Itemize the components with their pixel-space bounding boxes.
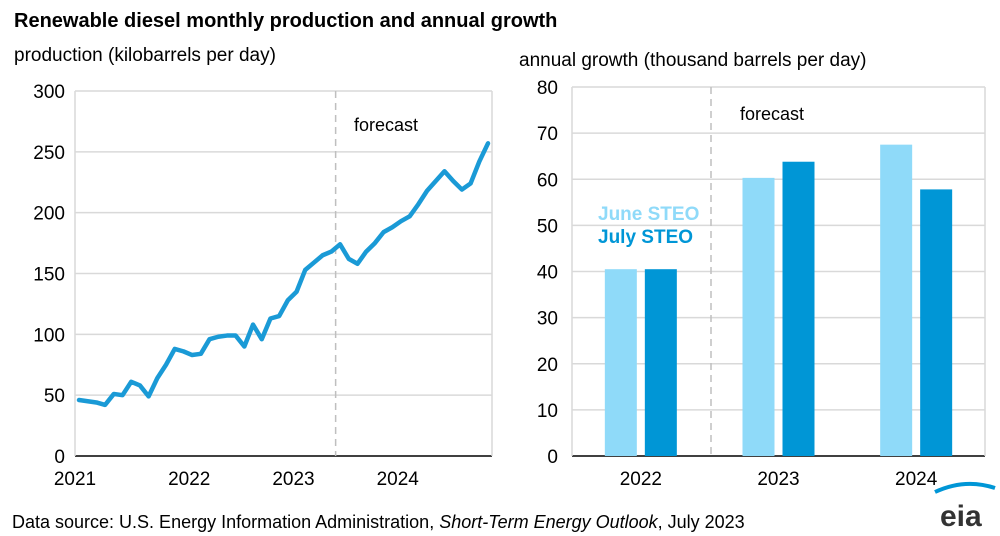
- y-tick-label: 250: [33, 143, 65, 164]
- y-tick-label: 150: [33, 265, 65, 286]
- line-chart: 0 50 100 150 200 250 300 2021 2022 2023 2024 foreca…: [33, 82, 493, 490]
- x-tick-label: 2022: [168, 469, 210, 490]
- chart-title: Renewable diesel monthly production and …: [14, 10, 557, 32]
- x-tick-label: 2021: [54, 469, 96, 490]
- y-tick-label: 300: [33, 82, 65, 103]
- x-tick-label: 2023: [757, 469, 799, 490]
- source-note: Data source: U.S. Energy Information Adm…: [12, 512, 745, 532]
- y-tick-label: 50: [44, 386, 65, 407]
- left-y-axis-label: production (kilobarrels per day): [14, 45, 276, 66]
- y-tick-label: 0: [54, 447, 65, 468]
- bar-june-steo-2024: [880, 144, 913, 456]
- forecast-label: forecast: [354, 115, 418, 135]
- y-tick-label: 40: [537, 263, 558, 284]
- bar-july-steo-2024: [920, 189, 953, 456]
- y-tick-label: 100: [33, 325, 65, 346]
- y-tick-label: 200: [33, 204, 65, 225]
- forecast-label: forecast: [740, 104, 804, 124]
- legend-entry: June STEO: [598, 204, 699, 225]
- x-tick-label: 2023: [272, 469, 314, 490]
- y-tick-label: 60: [537, 170, 558, 191]
- y-tick-label: 0: [547, 447, 558, 468]
- production-line: [76, 141, 491, 408]
- y-tick-label: 50: [537, 216, 558, 237]
- eia-logo: eia: [934, 481, 996, 533]
- source-suffix: , July 2023: [658, 512, 745, 532]
- bar-july-steo-2023: [782, 161, 815, 456]
- bar-june-steo-2023: [742, 177, 775, 456]
- bar-june-steo-2022: [604, 269, 637, 456]
- y-tick-label: 10: [537, 401, 558, 422]
- right-y-axis-label: annual growth (thousand barrels per day): [519, 50, 866, 71]
- y-tick-label: 70: [537, 124, 558, 145]
- legend-entry: July STEO: [598, 227, 693, 248]
- y-tick-label: 30: [537, 309, 558, 330]
- bar-chart: 0 10 20 30 40 50 60 70 80 forecast 2022 2023 2024 Jun…: [537, 78, 986, 490]
- svg-text:eia: eia: [940, 500, 982, 533]
- y-tick-label: 20: [537, 355, 558, 376]
- x-tick-label: 2024: [895, 469, 938, 490]
- source-title: Short-Term Energy Outlook: [439, 512, 658, 532]
- x-tick-label: 2024: [377, 469, 420, 490]
- y-tick-label: 80: [537, 78, 558, 99]
- x-tick-label: 2022: [620, 469, 662, 490]
- source-prefix: Data source: U.S. Energy Information Adm…: [12, 512, 439, 532]
- bar-july-steo-2022: [644, 269, 677, 456]
